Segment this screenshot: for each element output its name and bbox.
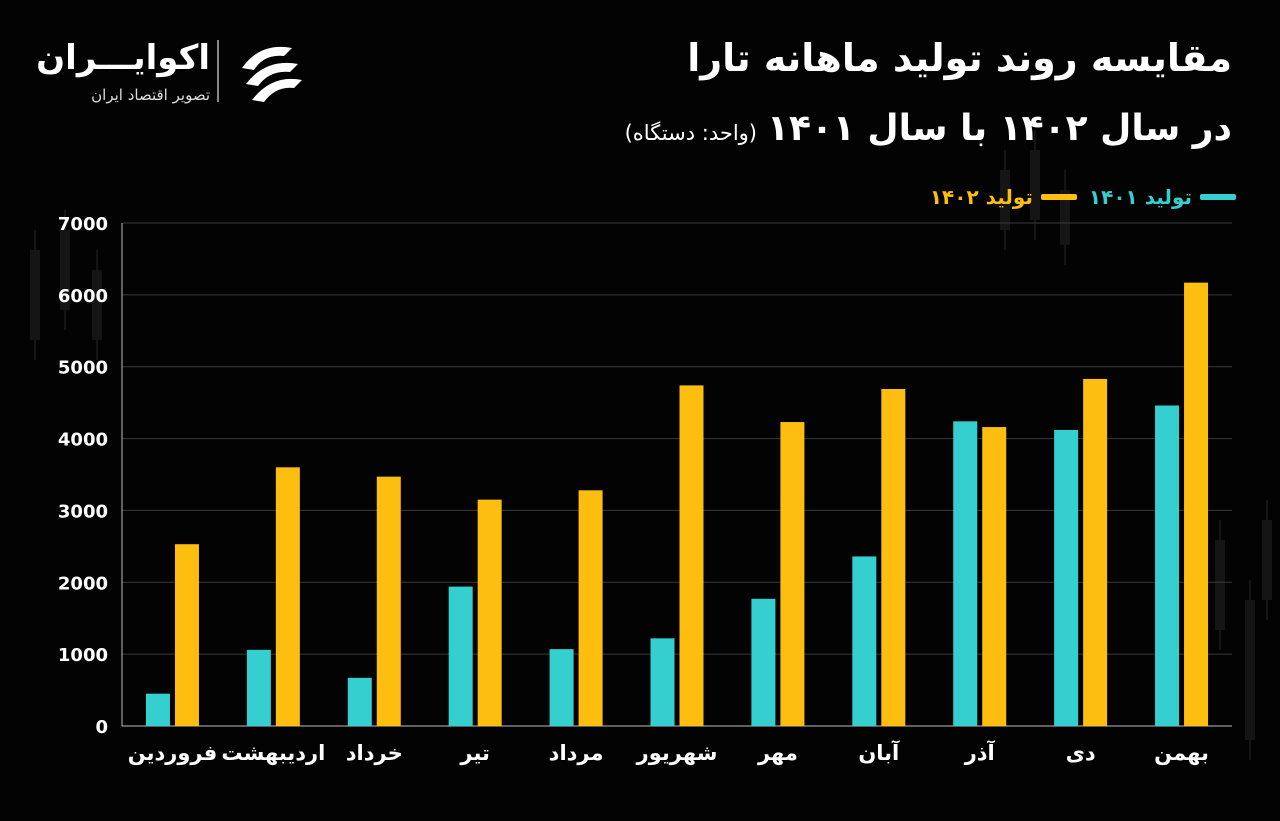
bar-1402 — [578, 490, 603, 726]
legend-label-1401: تولید ۱۴۰۱ — [1088, 185, 1192, 209]
x-tick-label: تیر — [459, 741, 490, 765]
y-tick-label: 7000 — [58, 214, 108, 235]
bar-1402 — [275, 467, 300, 726]
bar-1401 — [145, 693, 170, 726]
x-tick-label: بهمن — [1154, 741, 1209, 765]
bar-1402 — [881, 388, 906, 726]
chart-subtitle: در سال ۱۴۰۲ با سال ۱۴۰۱ (واحد: دستگاه) — [625, 108, 1232, 149]
chart-title: مقایسه روند تولید ماهانه تارا — [687, 36, 1232, 80]
ekoiran-logo: اکوایـــران تصویر اقتصاد ایران — [36, 34, 322, 114]
bar-1402 — [477, 499, 502, 726]
x-tick-label: آذر — [964, 740, 996, 765]
x-tick-label: مرداد — [549, 741, 604, 765]
bar-1402 — [1083, 378, 1108, 726]
bar-1402 — [780, 422, 805, 726]
bar-1402 — [1184, 282, 1209, 726]
y-tick-label: 5000 — [58, 358, 108, 379]
bar-1401 — [549, 649, 574, 726]
x-tick-label: مهر — [757, 741, 798, 765]
x-tick-label: آبان — [858, 740, 900, 765]
bar-1402 — [174, 544, 199, 726]
x-tick-label: دی — [1066, 741, 1096, 765]
x-tick-label: شهریور — [636, 741, 718, 765]
x-tick-label: فروردین — [128, 741, 218, 765]
bar-1402 — [376, 476, 401, 726]
legend-item-1402: تولید ۱۴۰۲ — [930, 185, 1077, 209]
bar-1401 — [347, 677, 372, 726]
bar-1401 — [751, 598, 776, 726]
legend-swatch-1402 — [1040, 194, 1077, 200]
unit-label: (واحد: دستگاه) — [624, 121, 757, 145]
logo-name: اکوایـــران — [36, 38, 210, 78]
logo-tagline: تصویر اقتصاد ایران — [91, 86, 210, 104]
bar-1401 — [852, 556, 877, 726]
bar-1401 — [1155, 405, 1180, 726]
bar-1401 — [1054, 429, 1079, 726]
legend-swatch-1401 — [1200, 194, 1236, 200]
legend-item-1401: تولید ۱۴۰۱ — [1089, 185, 1236, 209]
bar-1401 — [448, 586, 473, 726]
bar-1402 — [982, 427, 1007, 726]
chart-legend: تولید ۱۴۰۱ تولید ۱۴۰۲ — [930, 182, 1236, 212]
bar-1401 — [953, 421, 978, 726]
logo-mark-icon — [242, 46, 302, 102]
x-tick-label: اردیبهشت — [221, 741, 325, 765]
bar-1402 — [679, 385, 704, 726]
bar-1401 — [650, 638, 675, 726]
x-tick-label: خرداد — [346, 741, 403, 765]
bar-1401 — [246, 649, 271, 726]
y-tick-label: 0 — [95, 717, 108, 738]
legend-label-1402: تولید ۱۴۰۲ — [929, 185, 1033, 209]
logo-divider — [217, 40, 219, 102]
subtitle-text: در سال ۱۴۰۲ با سال ۱۴۰۱ — [767, 108, 1232, 149]
y-tick-label: 2000 — [58, 573, 108, 594]
y-tick-label: 3000 — [58, 501, 108, 522]
y-tick-label: 4000 — [58, 430, 108, 451]
y-tick-label: 6000 — [58, 286, 108, 307]
y-tick-label: 1000 — [58, 645, 108, 666]
